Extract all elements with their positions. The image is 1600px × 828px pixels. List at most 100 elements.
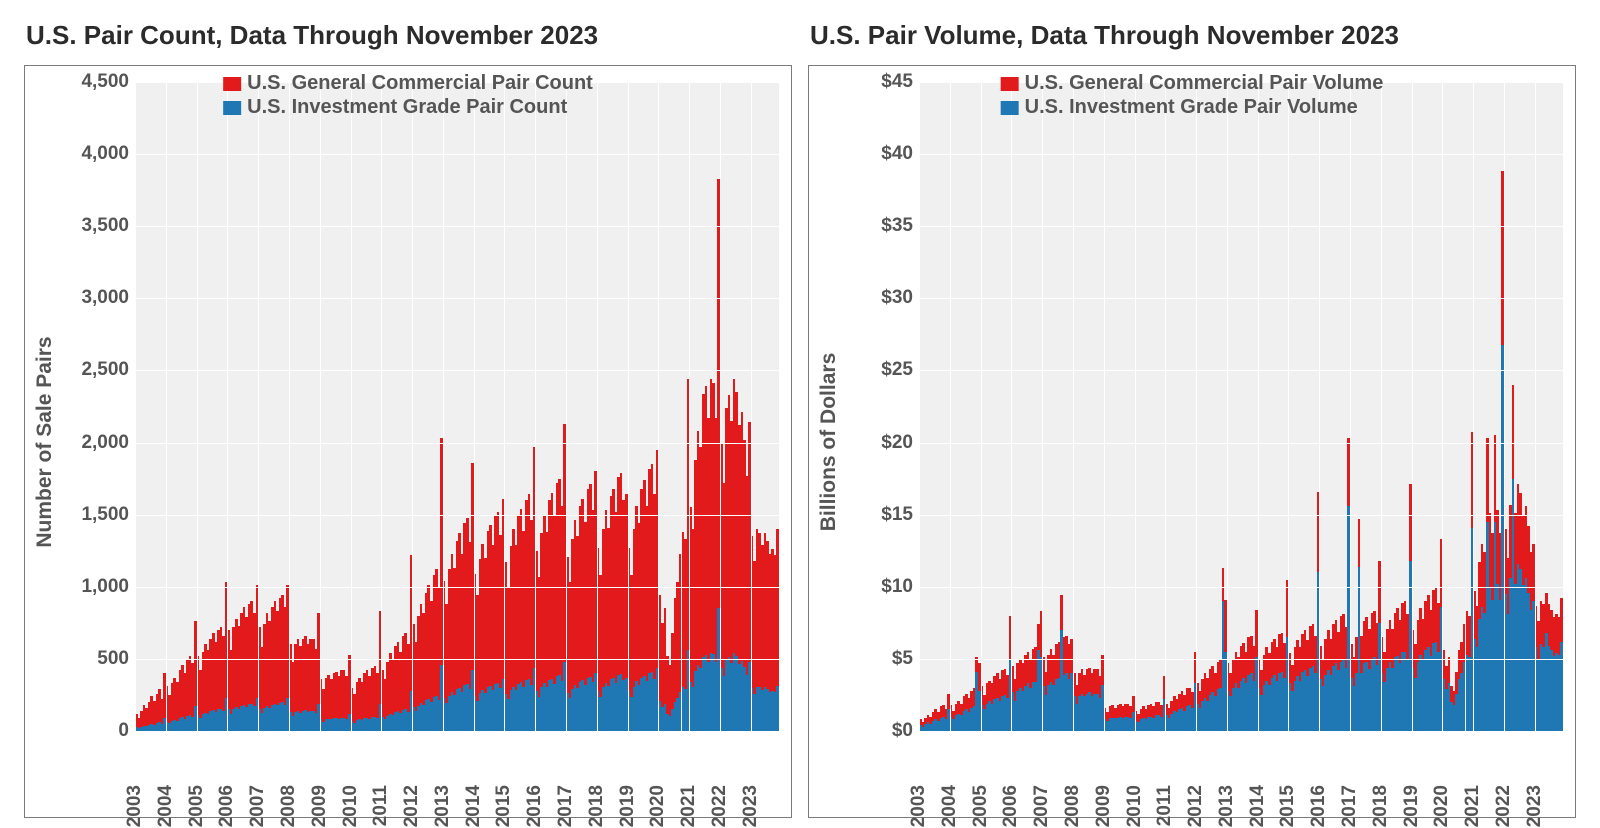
x-tick-label: 2023 bbox=[1524, 785, 1546, 827]
right-plot bbox=[919, 82, 1563, 731]
gridline-v bbox=[351, 82, 352, 731]
x-tick-label: 2007 bbox=[1031, 785, 1053, 827]
x-tick-label: 2006 bbox=[216, 785, 238, 827]
left-plot bbox=[135, 82, 779, 731]
legend-label: U.S. General Commercial Pair Volume bbox=[1025, 72, 1384, 95]
gridline-v bbox=[1412, 82, 1413, 731]
gridline-v bbox=[1319, 82, 1320, 731]
y-tick-label: 500 bbox=[69, 648, 129, 670]
x-tick-label: 2011 bbox=[370, 785, 392, 826]
x-tick-label: 2014 bbox=[1247, 785, 1269, 827]
gridline-v bbox=[1104, 82, 1105, 731]
bar-investment bbox=[776, 686, 779, 731]
gridline-v bbox=[1196, 82, 1197, 731]
y-tick-label: $5 bbox=[853, 648, 913, 670]
x-tick-label: 2021 bbox=[678, 785, 700, 827]
x-tick-label: 2019 bbox=[617, 785, 639, 827]
x-tick-label: 2022 bbox=[1493, 785, 1515, 827]
legend-row: U.S. General Commercial Pair Volume bbox=[1001, 72, 1384, 95]
gridline-v bbox=[950, 82, 951, 731]
x-tick-label: 2009 bbox=[1093, 785, 1115, 827]
x-tick-label: 2017 bbox=[1339, 785, 1361, 827]
x-tick-label: 2022 bbox=[709, 785, 731, 827]
x-tick-label: 2010 bbox=[1124, 785, 1146, 827]
gridline-v bbox=[197, 82, 198, 731]
gridline-v bbox=[1535, 82, 1536, 731]
gridline-v bbox=[1011, 82, 1012, 731]
left-x-tick-labels: 2003200420052006200720082009201020112012… bbox=[135, 735, 779, 813]
x-tick-label: 2013 bbox=[1216, 785, 1238, 827]
gridline-h bbox=[135, 154, 779, 155]
gridline-h bbox=[135, 731, 779, 732]
legend-label: U.S. Investment Grade Pair Volume bbox=[1025, 96, 1358, 119]
y-tick-label: $20 bbox=[853, 432, 913, 454]
y-tick-label: 3,500 bbox=[69, 215, 129, 237]
gridline-v bbox=[1135, 82, 1136, 731]
x-tick-label: 2015 bbox=[1277, 785, 1299, 827]
gridline-v bbox=[412, 82, 413, 731]
x-tick-label: 2003 bbox=[124, 785, 146, 827]
y-tick-label: 2,500 bbox=[69, 359, 129, 381]
left-panel: U.S. Pair Count, Data Through November 2… bbox=[24, 20, 792, 818]
gridline-v bbox=[1227, 82, 1228, 731]
x-tick-label: 2008 bbox=[1062, 785, 1084, 827]
gridline-v bbox=[689, 82, 690, 731]
left-y-axis-label-wrap: Number of Sale Pairs bbox=[33, 336, 57, 547]
y-tick-label: 4,500 bbox=[69, 71, 129, 93]
x-tick-label: 2023 bbox=[740, 785, 762, 827]
legend-label: U.S. Investment Grade Pair Count bbox=[247, 96, 567, 119]
y-tick-label: 1,500 bbox=[69, 504, 129, 526]
gridline-v bbox=[658, 82, 659, 731]
legend-label: U.S. General Commercial Pair Count bbox=[247, 72, 593, 95]
gridline-h bbox=[919, 298, 1563, 299]
y-tick-label: $40 bbox=[853, 143, 913, 165]
right-chart-frame: Billions of Dollars $0$5$10$15$20$25$30$… bbox=[808, 65, 1576, 818]
legend-row: U.S. Investment Grade Pair Volume bbox=[1001, 96, 1384, 119]
left-chart-title: U.S. Pair Count, Data Through November 2… bbox=[26, 20, 792, 51]
x-tick-label: 2014 bbox=[463, 785, 485, 827]
gridline-v bbox=[597, 82, 598, 731]
legend-swatch bbox=[223, 77, 241, 91]
gridline-v bbox=[535, 82, 536, 731]
left-y-tick-labels: 05001,0001,5002,0002,5003,0003,5004,0004… bbox=[71, 82, 129, 731]
left-y-axis-label: Number of Sale Pairs bbox=[33, 336, 57, 547]
y-tick-label: 3,000 bbox=[69, 287, 129, 309]
right-y-axis-label-wrap: Billions of Dollars bbox=[817, 352, 841, 531]
gridline-v bbox=[981, 82, 982, 731]
gridline-v bbox=[320, 82, 321, 731]
gridline-h bbox=[919, 154, 1563, 155]
x-tick-label: 2005 bbox=[186, 785, 208, 827]
bar-investment bbox=[1560, 642, 1563, 731]
gridline-v bbox=[474, 82, 475, 731]
gridline-v bbox=[135, 82, 136, 731]
gridline-v bbox=[1258, 82, 1259, 731]
gridline-h bbox=[919, 443, 1563, 444]
gridline-h bbox=[135, 659, 779, 660]
y-tick-label: $45 bbox=[853, 71, 913, 93]
gridline-h bbox=[135, 443, 779, 444]
x-tick-label: 2012 bbox=[1185, 785, 1207, 827]
gridline-v bbox=[1073, 82, 1074, 731]
y-tick-label: $25 bbox=[853, 359, 913, 381]
y-tick-label: $0 bbox=[853, 720, 913, 742]
y-tick-label: 0 bbox=[69, 720, 129, 742]
gridline-v bbox=[751, 82, 752, 731]
gridline-v bbox=[1042, 82, 1043, 731]
gridline-h bbox=[919, 226, 1563, 227]
gridline-h bbox=[135, 226, 779, 227]
gridline-v bbox=[628, 82, 629, 731]
gridline-v bbox=[443, 82, 444, 731]
gridline-h bbox=[919, 731, 1563, 732]
left-bars bbox=[135, 82, 779, 731]
right-y-axis-label: Billions of Dollars bbox=[817, 352, 841, 531]
x-tick-label: 2006 bbox=[1000, 785, 1022, 827]
gridline-h bbox=[919, 659, 1563, 660]
right-x-tick-labels: 2003200420052006200720082009201020112012… bbox=[919, 735, 1563, 813]
gridline-v bbox=[381, 82, 382, 731]
gridline-h bbox=[919, 587, 1563, 588]
x-tick-label: 2020 bbox=[647, 785, 669, 827]
x-tick-label: 2016 bbox=[1308, 785, 1330, 827]
x-tick-label: 2017 bbox=[555, 785, 577, 827]
gridline-h bbox=[135, 298, 779, 299]
x-tick-label: 2020 bbox=[1431, 785, 1453, 827]
